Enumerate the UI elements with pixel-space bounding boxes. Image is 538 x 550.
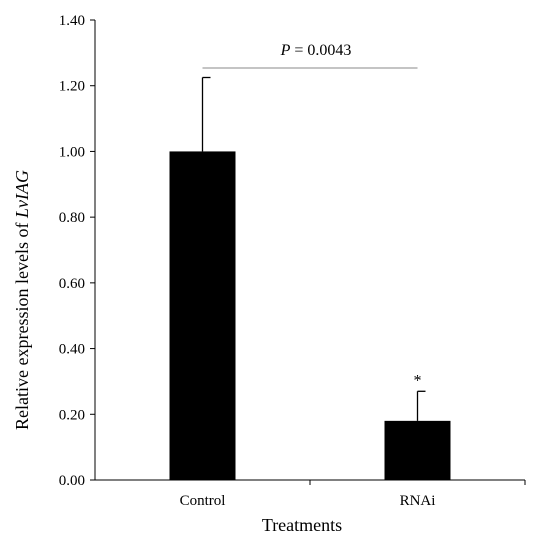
p-value-symbol: P	[280, 42, 291, 59]
significance-mark: *	[414, 372, 422, 389]
p-value-text: = 0.0043	[290, 42, 351, 59]
y-tick-label: 0.00	[59, 473, 85, 489]
x-axis-ticks: Control RNAi	[180, 480, 526, 509]
annotations: P = 0.0043	[202, 42, 418, 69]
y-axis-title-prefix: Relative expression levels of	[12, 218, 32, 430]
y-tick-label: 1.20	[59, 79, 85, 95]
axes	[94, 20, 525, 481]
y-tick-label: 0.40	[59, 342, 85, 358]
x-axis-title: Treatments	[262, 515, 342, 535]
y-tick-label: 0.80	[59, 210, 85, 226]
p-value-annotation: P = 0.0043	[280, 42, 352, 59]
y-tick-label: 1.00	[59, 144, 85, 160]
bar-control	[169, 151, 236, 480]
y-tick-label: 0.20	[59, 407, 85, 423]
bar-rnai	[384, 420, 451, 480]
y-tick-label: 1.40	[59, 13, 85, 29]
y-tick-label: 0.60	[59, 276, 85, 292]
y-axis-title-gene: LvIAG	[12, 170, 32, 219]
y-axis-title: Relative expression levels of LvIAG	[12, 170, 32, 430]
bars: *	[169, 76, 451, 480]
x-tick-label: RNAi	[400, 493, 436, 509]
y-axis-ticks: 0.00 0.20 0.40 0.60 0.80 1.00 1.20 1.40	[59, 13, 95, 489]
x-tick-label: Control	[180, 493, 226, 509]
